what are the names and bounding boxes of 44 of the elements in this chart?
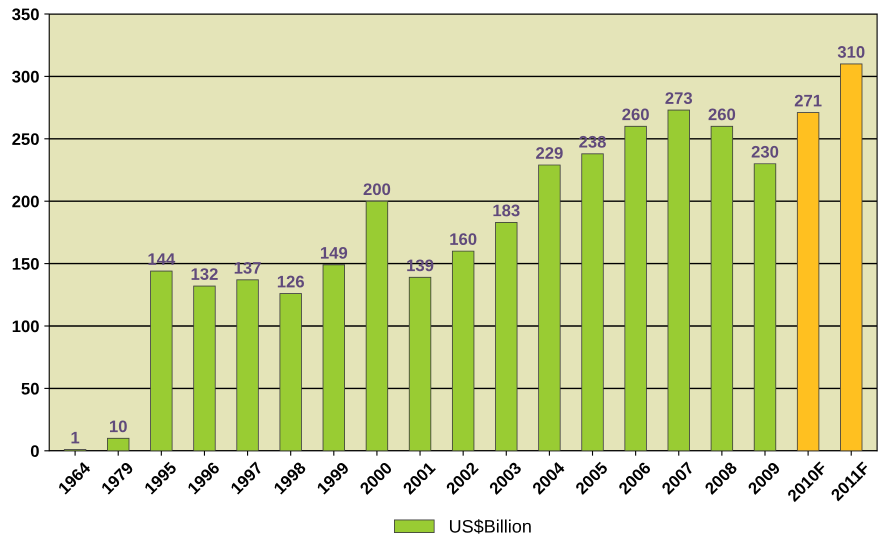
bar: [366, 200, 388, 451]
data-label: 132: [192, 268, 218, 280]
bar: [754, 163, 776, 451]
y-tick-label: 250: [12, 133, 39, 146]
data-label: 260: [708, 108, 736, 120]
bar: [452, 250, 474, 451]
bar: [193, 286, 216, 451]
bar: [624, 126, 647, 451]
data-label: 149: [320, 246, 348, 259]
bar: [107, 438, 130, 451]
bar: [538, 164, 561, 451]
y-tick-label: 150: [12, 258, 39, 270]
bar: [322, 264, 346, 451]
data-label: 310: [838, 46, 864, 58]
y-tick-label: 200: [12, 196, 39, 208]
data-label: 10: [110, 420, 127, 432]
data-label: 144: [148, 253, 176, 265]
bar: [796, 112, 820, 451]
data-label: 183: [493, 204, 520, 216]
data-label: 1: [72, 432, 80, 444]
y-tick-label: 0: [30, 445, 39, 458]
data-label: 260: [622, 108, 649, 120]
data-label: 200: [364, 183, 390, 196]
data-label: 229: [536, 147, 563, 159]
bar: [710, 126, 734, 451]
y-tick-label: 50: [21, 382, 39, 395]
bar: [495, 222, 518, 451]
bar: [668, 110, 690, 451]
bar: [279, 293, 302, 451]
bar: [408, 276, 432, 451]
data-label: 230: [752, 146, 778, 158]
data-label: 137: [234, 262, 261, 274]
data-label: 160: [450, 233, 476, 246]
legend-label: US$Billion: [450, 519, 531, 534]
data-label: 273: [665, 92, 692, 104]
data-label: 271: [794, 94, 822, 106]
bar: [840, 64, 862, 451]
y-tick-label: 350: [12, 8, 39, 20]
bar: [236, 279, 259, 451]
bar: [150, 270, 173, 451]
y-tick-label: 300: [12, 70, 39, 83]
bar: [581, 153, 604, 451]
data-label: 126: [278, 276, 304, 288]
y-tick-label: 100: [12, 320, 39, 332]
